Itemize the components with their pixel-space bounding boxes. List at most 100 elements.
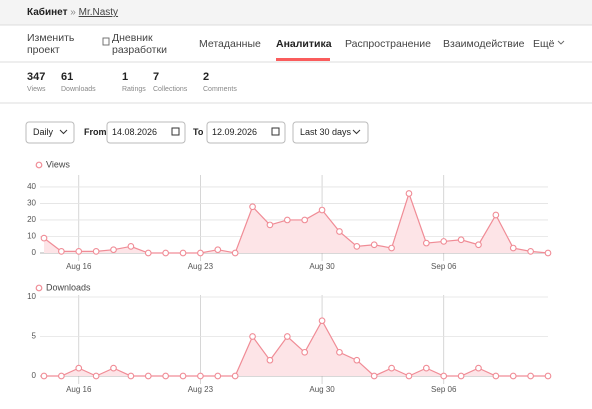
to-label: To bbox=[193, 127, 204, 137]
point bbox=[509, 372, 517, 380]
tab-label[interactable]: Взаимодействие bbox=[443, 38, 525, 50]
point bbox=[318, 317, 326, 325]
controls bbox=[25, 121, 369, 144]
point bbox=[92, 372, 100, 380]
point bbox=[527, 372, 534, 380]
point bbox=[388, 244, 395, 252]
tab-label[interactable]: Ещё bbox=[533, 38, 555, 50]
tab-label[interactable]: Изменить bbox=[27, 32, 75, 44]
point bbox=[475, 364, 482, 372]
point bbox=[527, 247, 534, 255]
stat-value: 347 bbox=[27, 71, 45, 83]
point bbox=[544, 249, 552, 257]
tab-label[interactable]: Метаданные bbox=[199, 38, 261, 50]
stat-label: Comments bbox=[203, 86, 237, 93]
point bbox=[301, 348, 309, 356]
point bbox=[301, 216, 309, 224]
to-date[interactable]: 12.09.2026 bbox=[212, 127, 257, 137]
point bbox=[75, 247, 83, 255]
point bbox=[353, 356, 361, 364]
legend-marker bbox=[35, 284, 43, 292]
tab-label[interactable]: Распространение bbox=[345, 38, 431, 50]
point bbox=[336, 348, 343, 356]
point bbox=[162, 372, 170, 380]
tab-icons bbox=[102, 37, 565, 46]
point bbox=[492, 372, 500, 380]
point bbox=[231, 249, 239, 257]
breadcrumb-separator: » bbox=[70, 7, 76, 18]
point bbox=[214, 246, 222, 254]
point bbox=[440, 372, 448, 380]
point bbox=[58, 372, 65, 380]
point bbox=[40, 372, 48, 380]
point bbox=[197, 249, 204, 257]
point bbox=[457, 236, 465, 244]
from-label: From bbox=[84, 127, 107, 137]
range-select[interactable]: Last 30 days bbox=[300, 127, 352, 137]
stat-value: 61 bbox=[61, 71, 73, 83]
point bbox=[162, 249, 170, 257]
point bbox=[127, 372, 135, 380]
area bbox=[44, 193, 548, 253]
stat-label: Ratings bbox=[122, 86, 146, 93]
point bbox=[266, 356, 274, 364]
point bbox=[110, 364, 117, 372]
legend-label: Downloads bbox=[46, 282, 91, 292]
y-tick-label: 20 bbox=[27, 215, 36, 224]
stat-value: 1 bbox=[122, 71, 128, 83]
point bbox=[440, 238, 448, 245]
point bbox=[214, 372, 222, 380]
x-tick-label: Aug 23 bbox=[188, 262, 214, 271]
point bbox=[475, 241, 482, 249]
stat-label: Downloads bbox=[61, 86, 96, 93]
stat-value: 2 bbox=[203, 71, 209, 83]
stat-label: Views bbox=[27, 86, 46, 93]
point bbox=[353, 243, 361, 250]
point bbox=[405, 190, 413, 197]
x-tick-label: Sep 06 bbox=[431, 385, 457, 394]
point bbox=[370, 372, 378, 380]
tab-label[interactable]: проект bbox=[27, 44, 60, 56]
point bbox=[336, 228, 343, 235]
from-date[interactable]: 14.08.2026 bbox=[112, 127, 157, 137]
x-tick-label: Sep 06 bbox=[431, 262, 457, 271]
tab-label[interactable]: Аналитика bbox=[276, 38, 332, 50]
tab-label[interactable]: Дневник bbox=[112, 32, 153, 44]
y-tick-label: 5 bbox=[32, 332, 37, 341]
breadcrumb: Кабинет » Mr.Nasty bbox=[27, 6, 118, 18]
point bbox=[492, 211, 500, 219]
area bbox=[44, 320, 548, 376]
point bbox=[75, 364, 83, 372]
tab-label[interactable]: разработки bbox=[112, 44, 167, 56]
x-tick-label: Aug 16 bbox=[66, 262, 92, 271]
point bbox=[318, 206, 326, 214]
x-tick-label: Aug 30 bbox=[309, 385, 335, 394]
point bbox=[509, 244, 517, 252]
point bbox=[422, 239, 430, 247]
point bbox=[179, 372, 187, 380]
interval-select[interactable]: Daily bbox=[33, 127, 54, 137]
x-tick-label: Aug 16 bbox=[66, 385, 92, 394]
y-tick-label: 30 bbox=[27, 199, 36, 208]
point bbox=[283, 216, 291, 224]
x-tick-label: Aug 23 bbox=[188, 385, 214, 394]
point bbox=[266, 221, 274, 229]
point bbox=[544, 372, 552, 380]
breadcrumb-project[interactable]: Mr.Nasty bbox=[79, 7, 118, 18]
active-tab-underline bbox=[276, 58, 330, 61]
point bbox=[249, 203, 256, 211]
point bbox=[127, 243, 135, 250]
point bbox=[58, 247, 65, 255]
breadcrumb-home[interactable]: Кабинет bbox=[27, 6, 68, 18]
legend-marker bbox=[35, 161, 43, 169]
point bbox=[197, 372, 204, 380]
point bbox=[110, 246, 117, 254]
point bbox=[179, 249, 187, 257]
y-tick-label: 0 bbox=[32, 371, 37, 380]
point bbox=[457, 372, 465, 380]
y-tick-label: 10 bbox=[27, 292, 36, 301]
point bbox=[283, 333, 291, 340]
legend-label: Views bbox=[46, 159, 70, 169]
point bbox=[92, 247, 100, 255]
